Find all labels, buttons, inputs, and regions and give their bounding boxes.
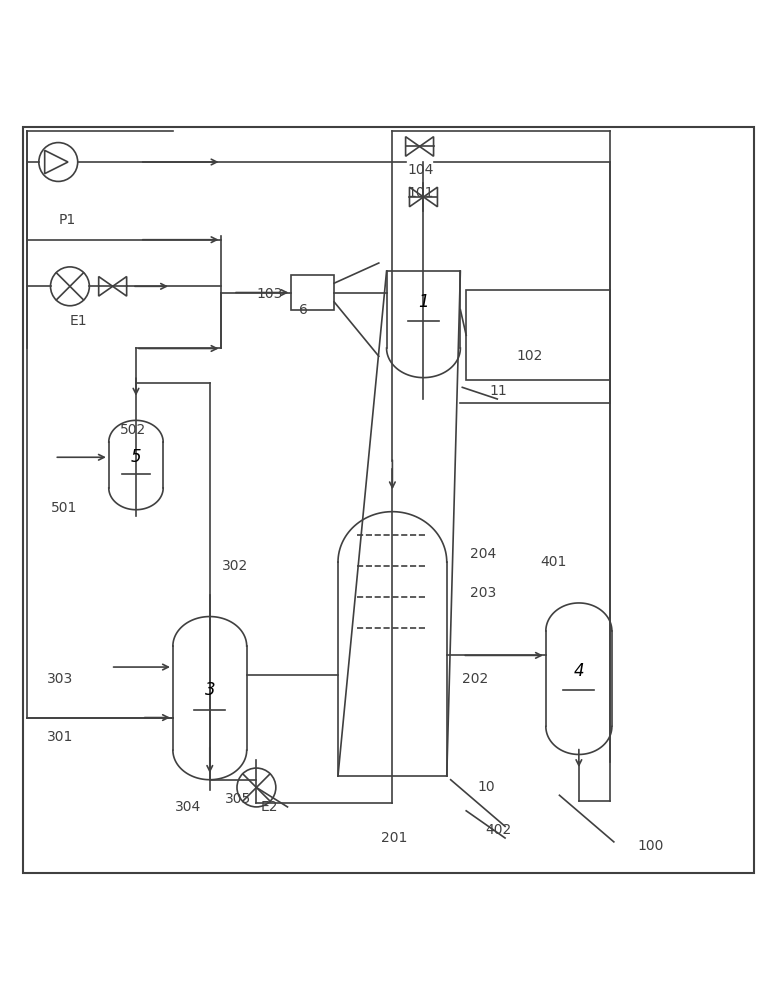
Text: 6: 6 <box>299 303 308 317</box>
Bar <box>291 275 334 310</box>
Text: 10: 10 <box>478 780 496 794</box>
Text: 3: 3 <box>204 681 215 699</box>
Text: 201: 201 <box>381 831 407 845</box>
Text: 104: 104 <box>408 163 434 177</box>
Text: 401: 401 <box>540 555 566 569</box>
Text: 305: 305 <box>225 792 252 806</box>
Text: 11: 11 <box>490 384 507 398</box>
Text: 5: 5 <box>131 448 141 466</box>
Text: 103: 103 <box>256 287 283 301</box>
Text: P1: P1 <box>58 213 75 227</box>
Text: 204: 204 <box>470 547 497 561</box>
Text: 203: 203 <box>470 586 497 600</box>
Text: E1: E1 <box>70 314 88 328</box>
Text: 1: 1 <box>418 293 429 311</box>
Text: 304: 304 <box>175 800 201 814</box>
Text: 303: 303 <box>47 672 73 686</box>
Text: 202: 202 <box>462 672 489 686</box>
Text: 302: 302 <box>221 559 248 573</box>
Text: 100: 100 <box>637 839 664 853</box>
Text: 301: 301 <box>47 730 73 744</box>
Text: 502: 502 <box>120 423 147 437</box>
Text: E2: E2 <box>260 800 278 814</box>
Text: 4: 4 <box>573 662 584 680</box>
Bar <box>466 290 610 380</box>
Text: 102: 102 <box>517 349 543 363</box>
Text: 402: 402 <box>486 823 512 837</box>
Text: 101: 101 <box>408 186 434 200</box>
Text: 501: 501 <box>51 501 77 515</box>
